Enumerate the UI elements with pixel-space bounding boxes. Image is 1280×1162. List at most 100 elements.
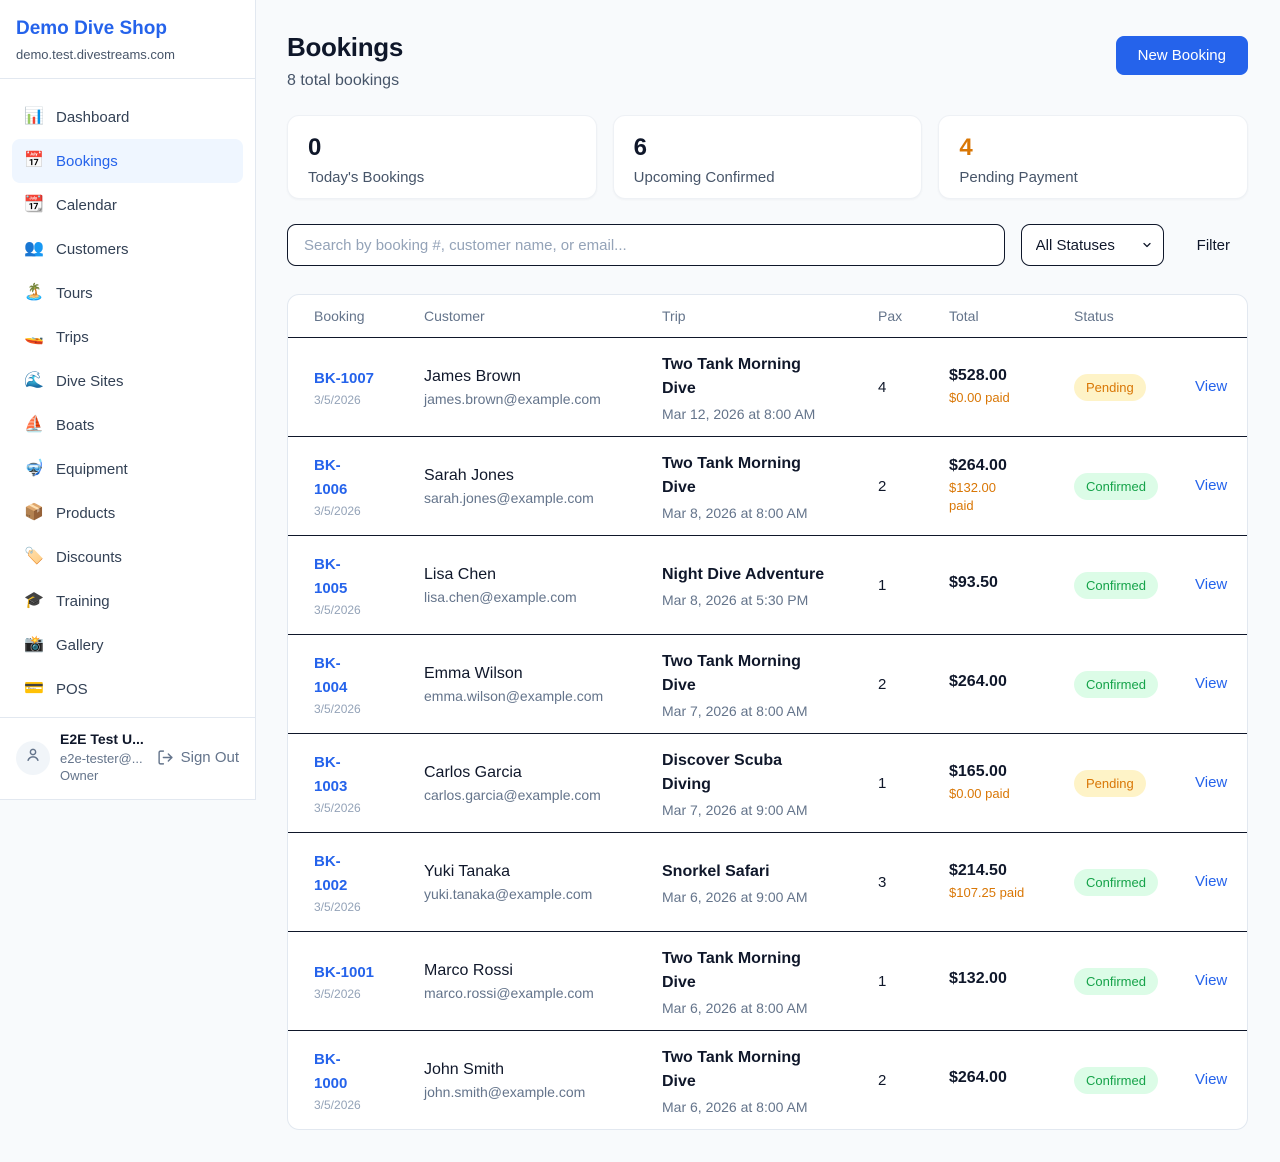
paid-amount: $132.00 paid (949, 479, 996, 513)
view-link[interactable]: View (1195, 675, 1228, 692)
total-amount: $165.00 (949, 762, 1007, 780)
sidebar-item-bookings[interactable]: 📅 Bookings (12, 139, 243, 183)
stat-cards: 0 Today's Bookings 6 Upcoming Confirmed … (287, 115, 1249, 199)
booking-id-link[interactable]: BK- 1003 (314, 754, 348, 795)
customer-name: John Smith (424, 1060, 505, 1078)
total-amount: $214.50 (949, 861, 1007, 879)
customer-name: Yuki Tanaka (424, 862, 510, 880)
sidebar-item-trips[interactable]: 🚤 Trips (12, 315, 243, 359)
sidebar-item-label: Products (56, 504, 116, 522)
view-link[interactable]: View (1195, 774, 1228, 791)
booking-id-link[interactable]: BK- 1004 (314, 655, 348, 696)
customer-email: yuki.tanaka@example.com (424, 885, 593, 902)
sidebar-item-label: Training (56, 592, 110, 610)
booking-id-link[interactable]: BK- 1005 (314, 556, 348, 597)
column-header-trip: Trip (662, 308, 686, 324)
products-icon: 📦 (24, 504, 44, 521)
pax-count: 2 (878, 1071, 887, 1089)
pax-count: 1 (878, 972, 887, 990)
stat-label: Today's Bookings (308, 169, 425, 187)
sidebar-item-label: Equipment (56, 460, 128, 478)
bookings-icon: 📅 (24, 152, 44, 169)
table-row: BK- 1004 3/5/2026 Emma Wilson emma.wilso… (288, 634, 1247, 733)
booking-id-link[interactable]: BK-1007 (314, 369, 375, 387)
pax-count: 2 (878, 477, 887, 495)
booking-date: 3/5/2026 (314, 800, 361, 815)
discounts-icon: 🏷️ (24, 548, 44, 565)
sidebar-item-label: POS (56, 680, 88, 698)
booking-id-link[interactable]: BK- 1002 (314, 853, 348, 894)
sidebar-item-products[interactable]: 📦 Products (12, 491, 243, 535)
column-header-customer: Customer (424, 308, 485, 324)
sidebar-item-calendar[interactable]: 📆 Calendar (12, 183, 243, 227)
stat-value: 4 (959, 134, 973, 161)
trip-name: Snorkel Safari (662, 862, 770, 880)
main-content: Bookings 8 total bookings New Booking 0 … (256, 0, 1280, 1130)
stat-card-todays-bookings: 0 Today's Bookings (287, 115, 597, 199)
customer-email: james.brown@example.com (424, 390, 601, 407)
total-amount: $132.00 (949, 970, 1007, 987)
sidebar-item-gallery[interactable]: 📸 Gallery (12, 623, 243, 667)
view-link[interactable]: View (1195, 576, 1228, 593)
view-link[interactable]: View (1195, 972, 1228, 989)
sidebar-item-dashboard[interactable]: 📊 Dashboard (12, 95, 243, 139)
column-header-total: Total (949, 308, 979, 324)
sidebar-item-label: Trips (56, 328, 89, 346)
filter-button[interactable]: Filter (1179, 237, 1248, 254)
total-amount: $528.00 (949, 366, 1007, 384)
customer-name: Marco Rossi (424, 961, 513, 979)
dive-sites-icon: 🌊 (24, 372, 44, 389)
sidebar-item-customers[interactable]: 👥 Customers (12, 227, 243, 271)
sidebar-item-dive-sites[interactable]: 🌊 Dive Sites (12, 359, 243, 403)
sidebar-item-label: Calendar (56, 196, 117, 214)
sign-out-button[interactable]: Sign Out (157, 749, 239, 766)
paid-amount: $107.25 paid (949, 884, 1025, 900)
column-header-pax: Pax (878, 308, 903, 324)
table-row: BK-1007 3/5/2026 James Brown james.brown… (288, 337, 1247, 436)
brand-name: Demo Dive Shop (16, 18, 167, 39)
search-input[interactable] (287, 224, 1005, 266)
trip-time: Mar 6, 2026 at 9:00 AM (662, 888, 808, 905)
sidebar-footer: E2E Test U... e2e-tester@... Owner Sign … (0, 717, 255, 799)
view-link[interactable]: View (1195, 378, 1228, 395)
sidebar-item-label: Bookings (56, 152, 118, 170)
status-badge: Confirmed (1074, 967, 1158, 995)
view-link[interactable]: View (1195, 1071, 1228, 1088)
stat-label: Pending Payment (959, 169, 1078, 187)
booking-date: 3/5/2026 (314, 503, 361, 518)
pax-count: 1 (878, 576, 887, 594)
sidebar: Demo Dive Shop demo.test.divestreams.com… (0, 0, 256, 800)
sidebar-item-pos[interactable]: 💳 POS (12, 667, 243, 711)
booking-date: 3/5/2026 (314, 987, 361, 1002)
status-filter-select[interactable]: All Statuses (1020, 224, 1164, 266)
sidebar-item-tours[interactable]: 🏝️ Tours (12, 271, 243, 315)
sign-out-label: Sign Out (180, 749, 239, 766)
status-badge: Pending (1074, 769, 1146, 797)
booking-date: 3/5/2026 (314, 701, 361, 716)
sidebar-item-discounts[interactable]: 🏷️ Discounts (12, 535, 243, 579)
view-link[interactable]: View (1195, 477, 1228, 494)
sidebar-item-training[interactable]: 🎓 Training (12, 579, 243, 623)
booking-date: 3/5/2026 (314, 602, 361, 617)
sidebar-item-boats[interactable]: ⛵ Boats (12, 403, 243, 447)
calendar-icon: 📆 (24, 196, 44, 213)
new-booking-button[interactable]: New Booking (1115, 36, 1248, 75)
customer-name: Emma Wilson (424, 664, 523, 682)
sidebar-item-label: Tours (56, 284, 93, 302)
page-subtitle: 8 total bookings (287, 72, 400, 89)
user-name: E2E Test U... (60, 731, 144, 748)
user-email: e2e-tester@... (60, 750, 143, 766)
paid-amount: $0.00 paid (949, 785, 1010, 801)
gallery-icon: 📸 (24, 636, 44, 653)
view-link[interactable]: View (1195, 873, 1228, 890)
tours-icon: 🏝️ (24, 284, 44, 301)
booking-id-link[interactable]: BK- 1000 (314, 1051, 348, 1092)
booking-id-link[interactable]: BK- 1006 (314, 457, 348, 498)
trip-time: Mar 6, 2026 at 8:00 AM (662, 999, 808, 1016)
booking-id-link[interactable]: BK-1001 (314, 963, 375, 981)
total-amount: $264.00 (949, 673, 1007, 690)
customer-name: Carlos Garcia (424, 763, 522, 781)
sidebar-item-label: Customers (56, 240, 129, 258)
sidebar-nav: 📊 Dashboard 📅 Bookings 📆 Calendar 👥 Cust… (0, 79, 255, 711)
sidebar-item-equipment[interactable]: 🤿 Equipment (12, 447, 243, 491)
